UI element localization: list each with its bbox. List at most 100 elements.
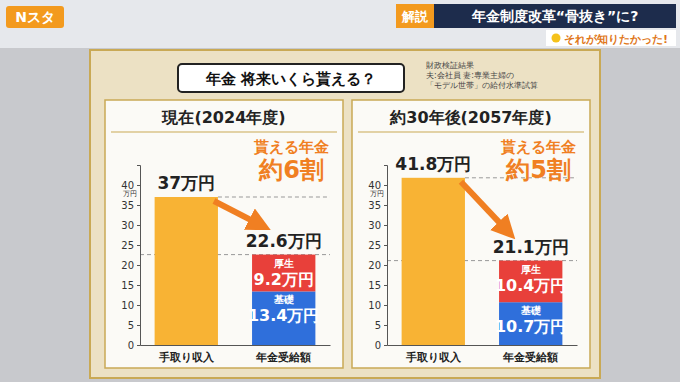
y-tick-label: 0 (128, 340, 134, 351)
y-tick-mark (137, 345, 140, 346)
y-tick: 20 (121, 260, 140, 271)
labels: 41.8万円基礎10.7万円厚生10.4万円21.1万円貰える年金約5割 (395, 138, 576, 336)
sub-box (546, 30, 676, 46)
x-axis-line (388, 345, 578, 346)
y-tick: 30 (121, 220, 140, 231)
y-tick: 5 (375, 320, 387, 331)
y-axis-line (137, 166, 141, 346)
y-tick-mark (137, 285, 140, 286)
title-box (178, 64, 404, 92)
header-band (0, 0, 680, 48)
headline: 年金制度改革“骨抜き”に? (471, 8, 639, 24)
source-note: 財政検証結果 (426, 61, 474, 70)
y-tick-label: 10 (368, 300, 381, 311)
y-tick: 15 (368, 280, 387, 291)
segment-name: 基礎 (273, 294, 294, 305)
annotation: 貰える年金 (253, 138, 329, 156)
y-tick-mark (137, 265, 140, 266)
y-tick-mark (384, 265, 387, 266)
y-tick: 0 (128, 340, 140, 351)
y-tick: 25 (121, 240, 140, 251)
y-tick-mark (384, 305, 387, 306)
y-tick-mark (384, 345, 387, 346)
plot-area (140, 197, 330, 345)
y-tick: 35 (121, 200, 140, 211)
y-tick-label: 10 (121, 300, 134, 311)
data-label: 13.4万円 (248, 306, 319, 325)
headline-box (434, 4, 676, 28)
y-tick-mark (384, 245, 387, 246)
chart-panel: 現在(2024年度)37万円基礎13.4万円厚生9.2万円22.6万円貰える年金… (105, 100, 343, 368)
y-tick-label: 30 (368, 220, 381, 231)
bar (252, 255, 315, 292)
y-axis-unit: 万円 (370, 190, 384, 198)
annotation: 約6割 (258, 156, 324, 184)
total-label: 21.1万円 (493, 237, 569, 257)
chart-panel: 約30年後(2057年度)41.8万円基礎10.7万円厚生10.4万円21.1万… (352, 100, 590, 368)
y-tick-label: 20 (368, 260, 381, 271)
plot-area (387, 178, 577, 345)
y-tick-mark (137, 225, 140, 226)
y-tick-label: 35 (121, 200, 134, 211)
y-axis-unit: 万円 (123, 190, 137, 198)
panel-title: 現在(2024年度) (161, 108, 285, 127)
logo: Nスタ (15, 9, 55, 25)
y-tick-label: 15 (121, 280, 134, 291)
y-tick: 30 (368, 220, 387, 231)
x-tick: 年金受給額 (255, 345, 311, 364)
panel-rule (358, 132, 584, 133)
x-axis: 手取り収入 年金受給額 (388, 345, 578, 364)
board (90, 50, 600, 378)
y-tick: 0 (375, 340, 387, 351)
source-note: 夫:会社員 妻:専業主婦の (426, 71, 514, 80)
y-tick-mark (384, 225, 387, 226)
y-tick-label: 25 (368, 240, 381, 251)
data-label: 10.4万円 (495, 276, 566, 295)
x-tick-label: 手取り収入 (158, 351, 215, 364)
data-label: 9.2万円 (254, 270, 314, 289)
y-tick-mark (384, 325, 387, 326)
y-tick-label: 25 (121, 240, 134, 251)
bulb-icon (552, 34, 561, 43)
data-label: 41.8万円 (395, 154, 471, 174)
panel-box (105, 100, 343, 368)
y-tick-mark (384, 205, 387, 206)
logo-box (6, 6, 64, 28)
y-tick-label: 5 (375, 320, 381, 331)
y-tick-mark (384, 285, 387, 286)
panel-box (352, 100, 590, 368)
y-tick-label: 20 (121, 260, 134, 271)
x-tick: 手取り収入 (158, 345, 215, 364)
x-tick: 手取り収入 (405, 345, 462, 364)
y-tick: 25 (368, 240, 387, 251)
data-label: 37万円 (157, 173, 215, 193)
y-tick-mark (384, 185, 387, 186)
segment-name: 厚生 (520, 264, 541, 275)
y-tick-label: 5 (128, 320, 134, 331)
title: 年金 将来いくら貰える？ (205, 70, 376, 88)
x-tick-label: 年金受給額 (502, 351, 558, 364)
x-tick-label: 手取り収入 (405, 351, 462, 364)
y-tick-mark (137, 325, 140, 326)
y-axis: 0510152025303540 (368, 166, 387, 351)
background (0, 0, 680, 382)
y-tick: 5 (128, 320, 140, 331)
y-axis-line (384, 166, 388, 346)
annotation: 約5割 (505, 156, 571, 184)
y-tick: 10 (121, 300, 140, 311)
source-note: 「モデル世帯」の給付水準試算 (426, 81, 538, 90)
arrow (214, 201, 260, 225)
data-label: 10.7万円 (495, 317, 566, 336)
y-tick-label: 35 (368, 200, 381, 211)
x-axis: 手取り収入 年金受給額 (141, 345, 331, 364)
y-tick-label: 30 (121, 220, 134, 231)
annotation: 貰える年金 (500, 138, 576, 156)
x-tick: 年金受給額 (502, 345, 558, 364)
panel-title: 約30年後(2057年度) (389, 108, 551, 127)
canvas: Nスタ解説年金制度改革“骨抜き”に?それが知りたかった!年金 将来いくら貰える？… (0, 0, 680, 382)
bar (155, 197, 218, 345)
y-tick-mark (137, 185, 140, 186)
y-tick-mark (137, 245, 140, 246)
y-tick-mark (137, 305, 140, 306)
x-tick-label: 年金受給額 (255, 351, 311, 364)
